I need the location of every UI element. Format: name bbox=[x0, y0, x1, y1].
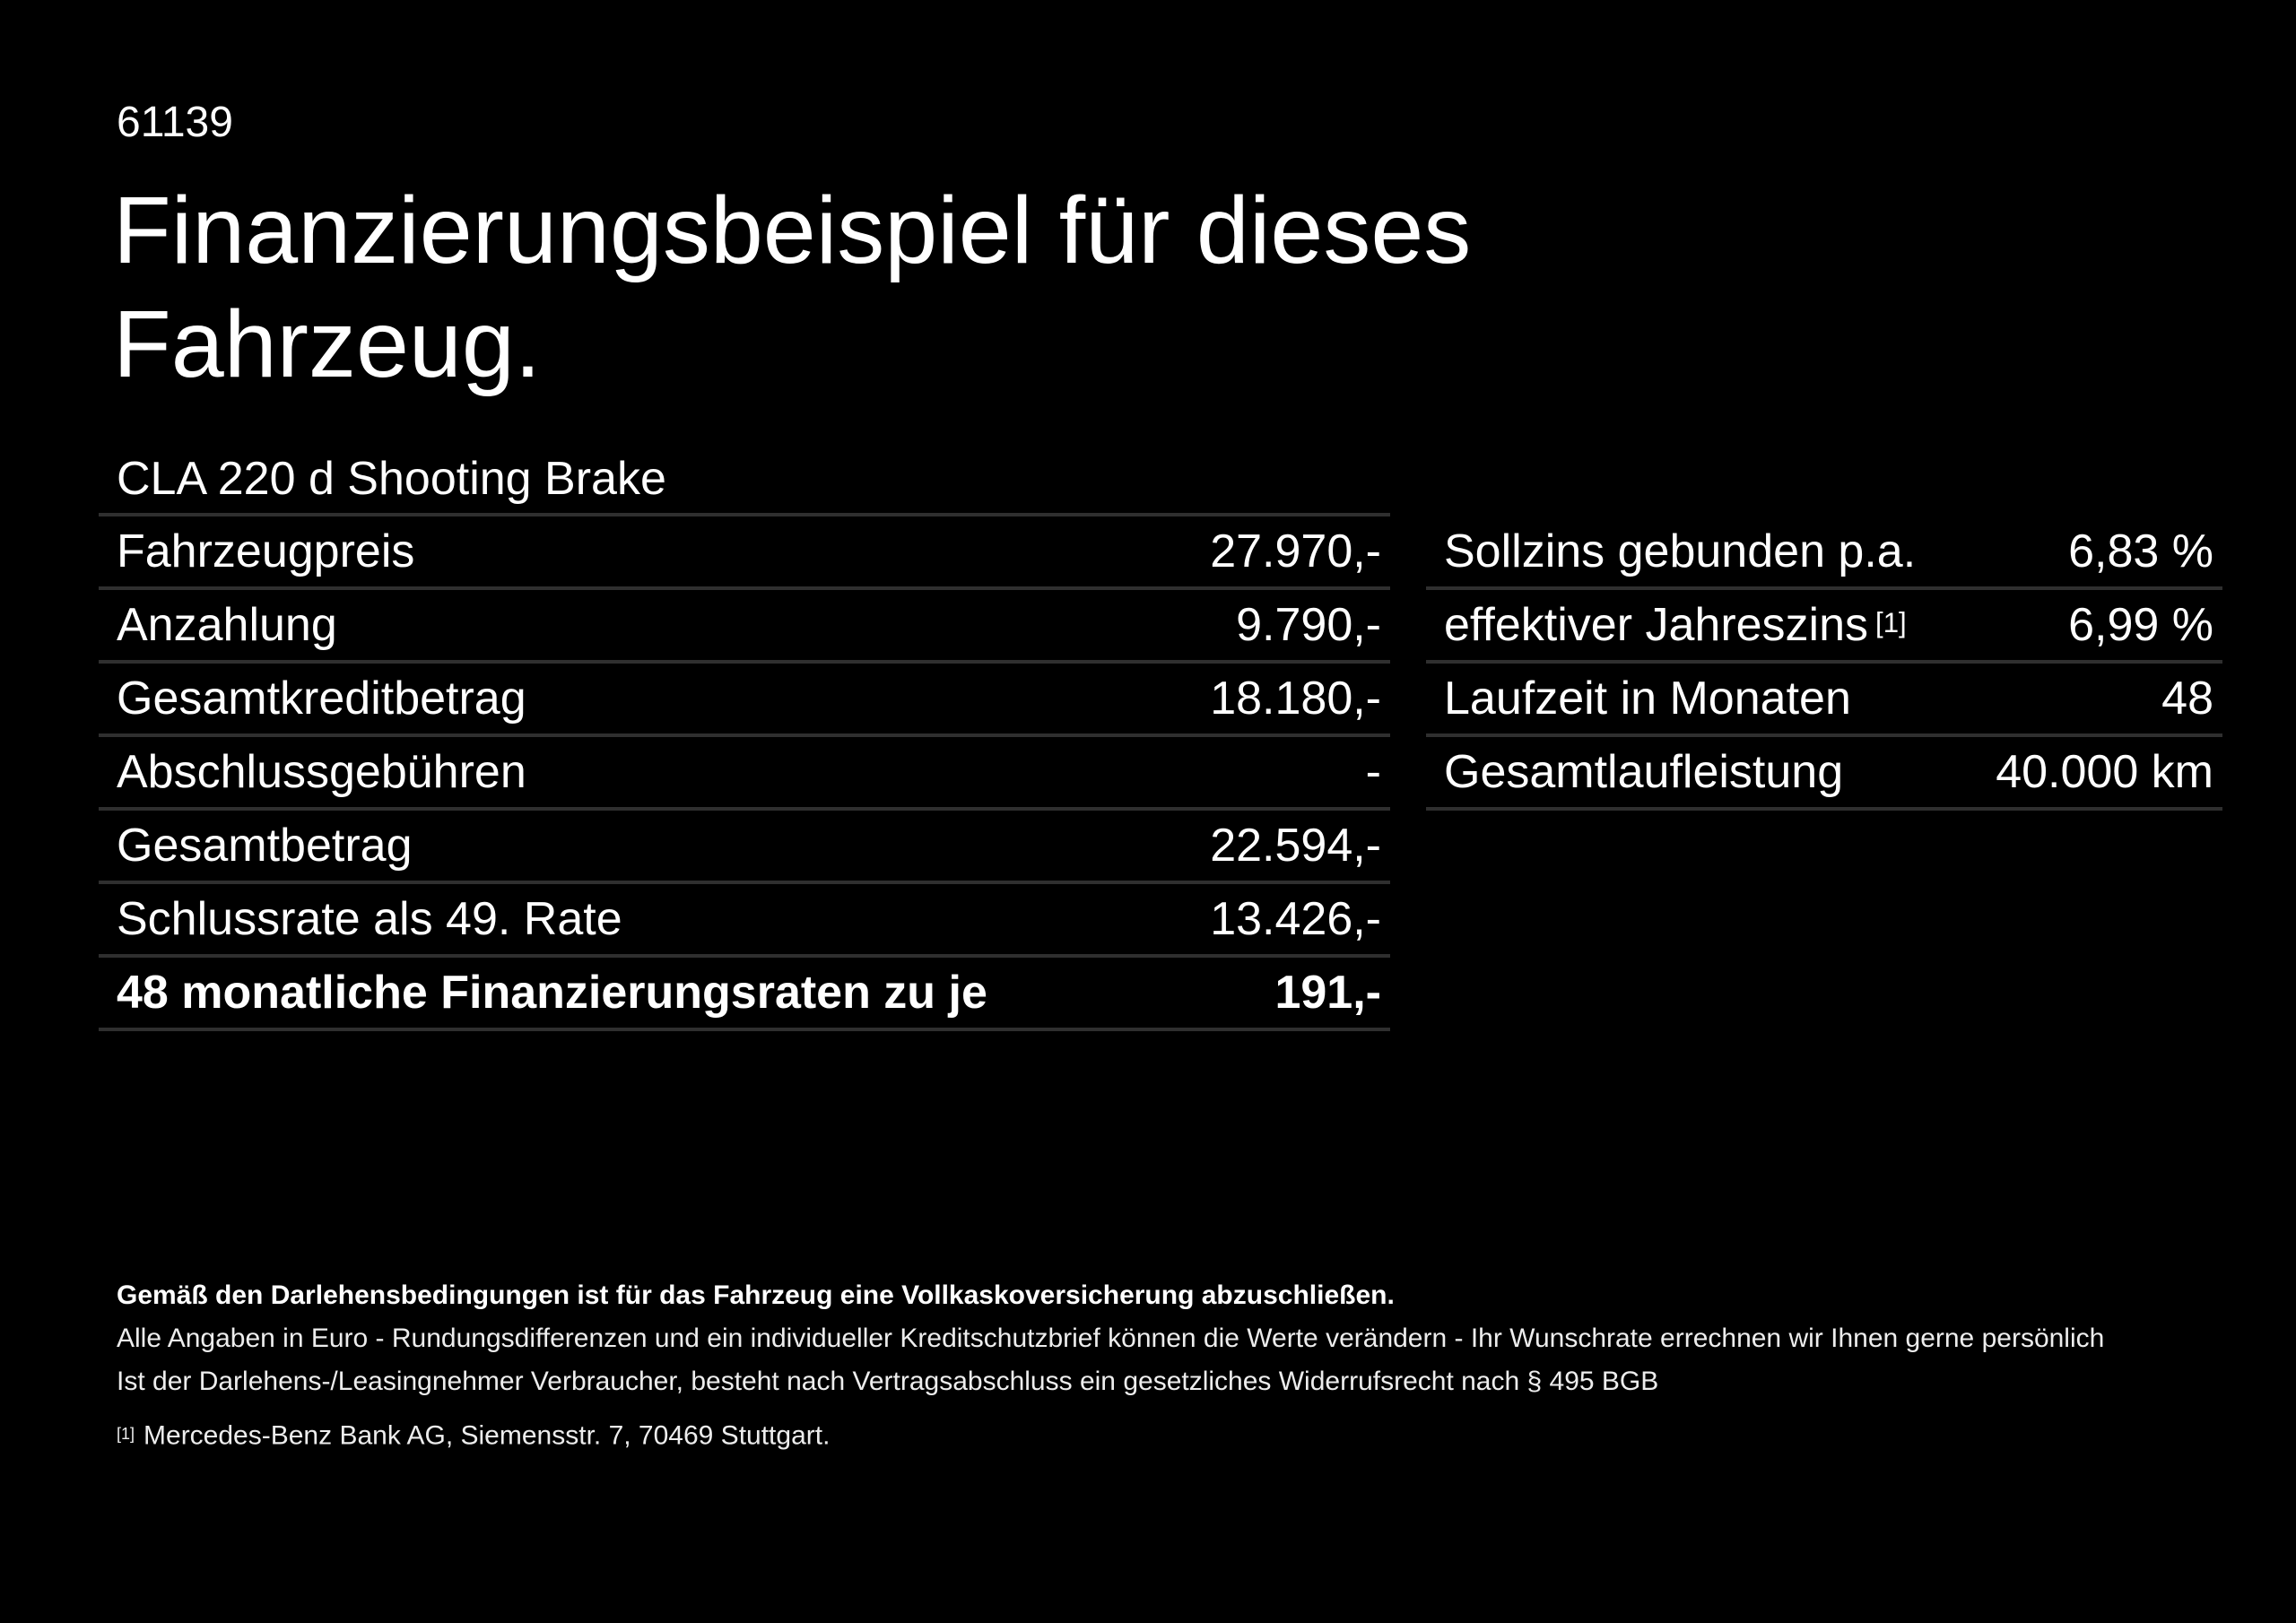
page-title-line-1: Finanzierungsbeispiel für dieses bbox=[113, 178, 1472, 283]
footnotes-section: Gemäß den Darlehensbedingungen ist für d… bbox=[117, 1274, 2104, 1457]
row-anzahlung: Anzahlung 9.790,- bbox=[99, 590, 1390, 664]
rounding-note: Alle Angaben in Euro - Rundungsdifferenz… bbox=[117, 1324, 2105, 1353]
page-title: Finanzierungsbeispiel für dieses Fahrzeu… bbox=[113, 174, 1471, 402]
row-value: 13.426,- bbox=[1210, 893, 1381, 945]
footnote-marker-sup: [1] bbox=[117, 1425, 135, 1443]
row-sollzins: Sollzins gebunden p.a. 6,83 % bbox=[1426, 516, 2222, 590]
row-value: 18.180,- bbox=[1210, 673, 1381, 725]
withdrawal-note: Ist der Darlehens-/Leasingnehmer Verbrau… bbox=[117, 1367, 1659, 1396]
row-label: Abschlussgebühren bbox=[117, 746, 526, 798]
row-schlussrate: Schlussrate als 49. Rate 13.426,- bbox=[99, 884, 1390, 958]
row-value: 9.790,- bbox=[1236, 599, 1381, 651]
row-label: Fahrzeugpreis bbox=[117, 525, 415, 577]
finance-table: Fahrzeugpreis 27.970,- Anzahlung 9.790,-… bbox=[99, 513, 1390, 1031]
bank-footnote: [1] Mercedes-Benz Bank AG, Siemensstr. 7,… bbox=[117, 1412, 2104, 1457]
row-value: 40.000 km bbox=[1996, 746, 2213, 798]
row-gesamtbetrag: Gesamtbetrag 22.594,- bbox=[99, 811, 1390, 884]
row-value: 191,- bbox=[1274, 967, 1381, 1019]
row-value: 22.594,- bbox=[1210, 820, 1381, 872]
insurance-note: Gemäß den Darlehensbedingungen ist für d… bbox=[117, 1280, 1395, 1310]
row-label: Anzahlung bbox=[117, 599, 337, 651]
row-gesamtkreditbetrag: Gesamtkreditbetrag 18.180,- bbox=[99, 664, 1390, 737]
row-gesamtlaufleistung: Gesamtlaufleistung 40.000 km bbox=[1426, 737, 2222, 811]
row-fahrzeugpreis: Fahrzeugpreis 27.970,- bbox=[99, 516, 1390, 590]
row-effektiver-jahreszins: effektiver Jahreszins [1] 6,99 % bbox=[1426, 590, 2222, 664]
row-value: 27.970,- bbox=[1210, 525, 1381, 577]
row-finanzierungsraten: 48 monatliche Finanzierungsraten zu je 1… bbox=[99, 958, 1390, 1031]
row-value: 48 bbox=[2161, 673, 2213, 725]
document-number: 61139 bbox=[117, 99, 233, 146]
row-label: 48 monatliche Finanzierungsraten zu je bbox=[117, 967, 987, 1019]
row-value: 6,99 % bbox=[2068, 599, 2213, 651]
footnote-text: Mercedes-Benz Bank AG, Siemensstr. 7, 70… bbox=[144, 1420, 831, 1451]
row-label: Schlussrate als 49. Rate bbox=[117, 893, 622, 945]
row-laufzeit: Laufzeit in Monaten 48 bbox=[1426, 664, 2222, 737]
row-label: Sollzins gebunden p.a. bbox=[1444, 525, 1917, 577]
vehicle-model-heading: CLA 220 d Shooting Brake bbox=[117, 453, 666, 505]
row-value: - bbox=[1365, 746, 1381, 798]
row-abschlussgebuehren: Abschlussgebühren - bbox=[99, 737, 1390, 811]
page-title-line-2: Fahrzeug. bbox=[113, 291, 542, 397]
conditions-table: Sollzins gebunden p.a. 6,83 % effektiver… bbox=[1426, 516, 2222, 811]
row-label: Laufzeit in Monaten bbox=[1444, 673, 1851, 725]
tables-section: Fahrzeugpreis 27.970,- Anzahlung 9.790,-… bbox=[99, 513, 2222, 1031]
footnote-marker-sup: [1] bbox=[1875, 606, 1907, 638]
row-label: Gesamtlaufleistung bbox=[1444, 746, 1844, 798]
row-label: Gesamtbetrag bbox=[117, 820, 413, 872]
row-label: effektiver Jahreszins [1] bbox=[1444, 599, 1907, 651]
row-value: 6,83 % bbox=[2068, 525, 2213, 577]
row-label: Gesamtkreditbetrag bbox=[117, 673, 526, 725]
